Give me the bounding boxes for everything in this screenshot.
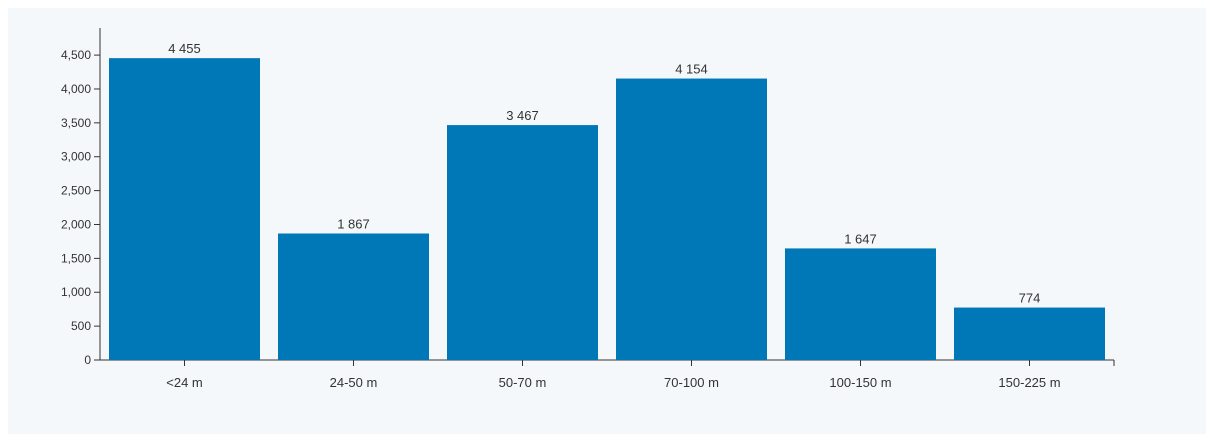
x-tick-label: 150-225 m (998, 375, 1060, 390)
axes (99, 28, 1114, 361)
y-ticks: 0 500 1,000 1,500 2,000 2,500 3,000 3,500 4,000 4… (61, 48, 100, 367)
bar-value-label: 774 (1019, 291, 1041, 306)
y-tick-label: 4,000 (61, 82, 91, 96)
y-tick-label: 3,500 (61, 116, 91, 130)
y-tick-label: 1,500 (61, 251, 91, 265)
y-tick-label: 500 (71, 319, 91, 333)
bar[interactable] (109, 58, 260, 360)
y-tick-label: 2,000 (61, 217, 91, 231)
bars: 4 455 1 867 3 467 4 154 1 647 774 (109, 41, 1105, 361)
x-tick-label: <24 m (166, 375, 203, 390)
bar[interactable] (447, 125, 598, 360)
y-tick-label: 2,500 (61, 184, 91, 198)
x-tick-label: 70-100 m (664, 375, 719, 390)
bar-value-label: 3 467 (506, 108, 539, 123)
x-tick-label: 100-150 m (829, 375, 891, 390)
bar[interactable] (278, 233, 429, 360)
bar[interactable] (616, 78, 767, 361)
y-tick-label: 4,500 (61, 48, 91, 62)
bar-value-label: 4 455 (168, 41, 201, 56)
bar-value-label: 1 647 (844, 231, 877, 246)
bar[interactable] (954, 307, 1105, 360)
y-tick-label: 0 (84, 353, 91, 367)
y-tick-label: 1,000 (61, 285, 91, 299)
bar-value-label: 1 867 (337, 217, 370, 232)
x-tick-label: 50-70 m (499, 375, 547, 390)
bar[interactable] (785, 248, 936, 360)
y-tick-label: 3,000 (61, 150, 91, 164)
x-ticks: <24 m 24-50 m 50-70 m 70-100 m 100-150 m 150-… (166, 360, 1115, 390)
x-tick-label: 24-50 m (330, 375, 378, 390)
bar-value-label: 4 154 (675, 62, 708, 77)
